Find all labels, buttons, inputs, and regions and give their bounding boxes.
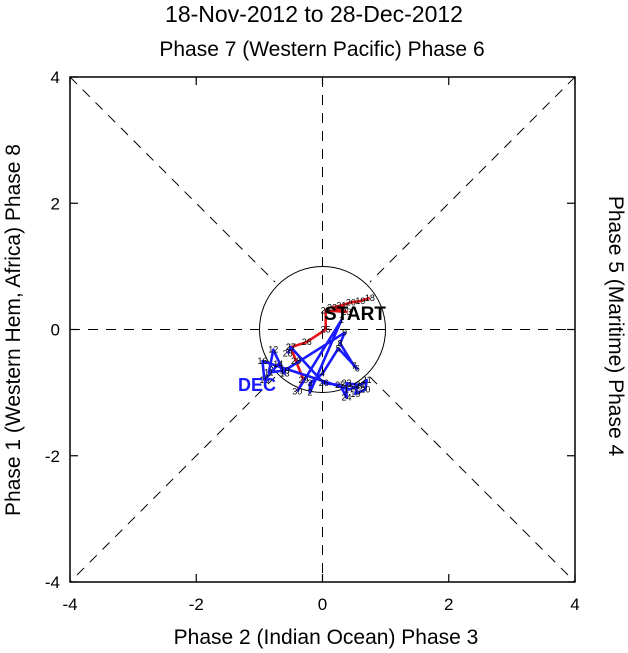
x-tick-label: 0	[318, 595, 327, 614]
day-label: 6	[355, 364, 360, 374]
day-label: 25	[321, 325, 331, 335]
divider-diagonal-2	[369, 376, 576, 583]
day-label: 18	[352, 381, 362, 391]
day-label: 27	[286, 342, 296, 352]
day-label: 26	[319, 378, 329, 388]
day-label: 17	[344, 384, 354, 394]
phase-dividers	[69, 76, 576, 583]
y-tick-label: 4	[51, 68, 60, 87]
day-label: 13	[280, 369, 290, 379]
y-tick-label: -4	[45, 573, 60, 592]
day-label: 20	[360, 384, 370, 394]
day-label: 11	[264, 367, 273, 377]
day-label: 4	[320, 369, 325, 379]
day-label: 22	[355, 380, 365, 390]
day-label: 26	[302, 337, 312, 347]
series-line-december	[261, 318, 368, 399]
day-label: 22	[327, 302, 337, 312]
day-label: 23	[341, 307, 351, 317]
divider-diagonal-1	[69, 76, 276, 283]
day-label: 10	[280, 366, 290, 376]
day-label: 24	[341, 393, 351, 403]
x-tick-label: -4	[62, 595, 77, 614]
day-label: 14	[273, 359, 283, 369]
x-axis-label: Phase 2 (Indian Ocean) Phase 3	[174, 626, 479, 649]
divider-diagonal-3	[369, 76, 576, 283]
chart-subtitle: Phase 7 (Western Pacific) Phase 6	[159, 38, 484, 61]
day-label: 16	[258, 356, 268, 366]
day-label: 25	[335, 380, 345, 390]
x-tick-label: 2	[444, 595, 453, 614]
start-label: START	[324, 304, 386, 325]
day-label: 19	[355, 296, 365, 306]
day-label: 12	[268, 345, 278, 355]
day-label: 2	[307, 388, 312, 398]
day-label: 9	[342, 328, 347, 338]
day-label: 23	[341, 378, 351, 388]
day-label: 19	[350, 389, 360, 399]
y-axis-label-right: Phase 5 (Maritime) Phase 4	[604, 196, 627, 457]
y-axis-label-left: Phase 1 (Western Hem, Africa) Phase 8	[2, 144, 25, 516]
day-label: 1	[339, 315, 344, 325]
x-tick-label: 4	[570, 595, 579, 614]
day-label: 18	[365, 293, 375, 303]
day-label: 29	[299, 375, 309, 385]
y-tick-label: 2	[51, 194, 60, 213]
day-label: 5	[336, 343, 341, 353]
day-label: 21	[362, 375, 372, 385]
day-label: 15	[259, 375, 269, 385]
day-label: 20	[346, 297, 356, 307]
month-label-dec: DEC	[238, 375, 276, 395]
day-label: 21	[336, 301, 346, 311]
divider-diagonal-4	[69, 376, 276, 583]
y-tick-label: -2	[45, 447, 60, 466]
x-tick-label: -2	[189, 595, 204, 614]
day-label: 28	[291, 356, 301, 366]
day-label: 27	[286, 342, 296, 352]
day-label: 24	[321, 306, 331, 316]
series-line-november	[289, 296, 371, 393]
chart-title: 18-Nov-2012 to 28-Dec-2012	[165, 1, 463, 27]
day-label: 30	[292, 386, 302, 396]
unit-circle	[259, 266, 386, 393]
y-tick-label: 0	[51, 321, 60, 340]
day-label: 8	[338, 338, 343, 348]
day-label: 7	[352, 361, 357, 371]
day-label: 3	[307, 378, 312, 388]
day-label: 28	[283, 348, 293, 358]
trajectory-lines	[261, 296, 371, 399]
